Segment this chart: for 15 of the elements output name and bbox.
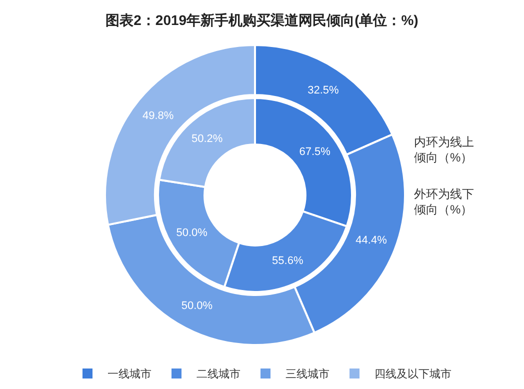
data-label: 49.8% bbox=[142, 110, 174, 122]
data-label: 32.5% bbox=[308, 84, 339, 96]
legend-label: 四线及以下城市 bbox=[374, 368, 452, 381]
data-label: 44.4% bbox=[356, 234, 388, 247]
chart-title: 图表2：2019年新手机购买渠道网民倾向(单位：%) bbox=[106, 12, 418, 28]
text: 外环为线下倾向（%） bbox=[414, 187, 474, 217]
legend-label: 一线城市 bbox=[108, 368, 152, 381]
data-label: 67.5% bbox=[299, 146, 331, 158]
legend-label: 二线城市 bbox=[196, 368, 240, 381]
data-label: 50.2% bbox=[191, 132, 223, 145]
data-label: 50.0% bbox=[176, 227, 208, 240]
text: 内环为线上倾向（%） bbox=[414, 135, 474, 165]
data-label: 50.0% bbox=[181, 300, 213, 312]
data-label: 55.6% bbox=[272, 255, 304, 268]
legend-label: 三线城市 bbox=[286, 368, 330, 381]
